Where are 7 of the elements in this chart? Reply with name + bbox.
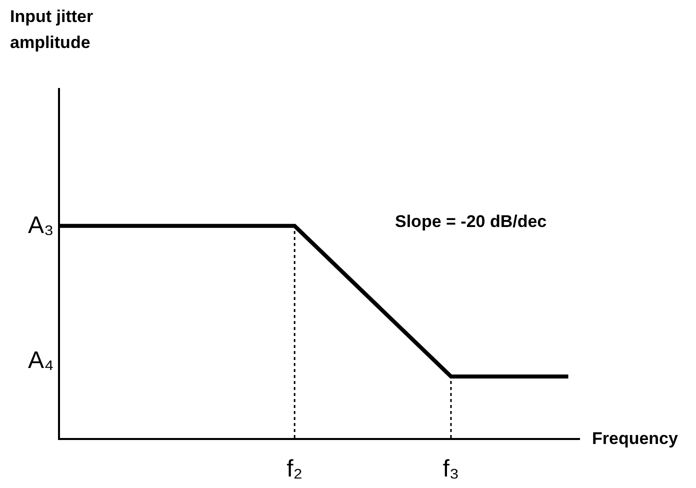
x-tick-label: f₂ — [286, 456, 303, 483]
text: Input jitter amplitude — [10, 6, 94, 54]
x-axis-title: Frequency — [592, 429, 679, 448]
x-tick-label: f₃ — [442, 456, 460, 483]
annotation: Slope = -20 dB/dec — [395, 212, 547, 231]
text: A₃ — [28, 212, 54, 239]
text: A₄ — [28, 347, 54, 374]
